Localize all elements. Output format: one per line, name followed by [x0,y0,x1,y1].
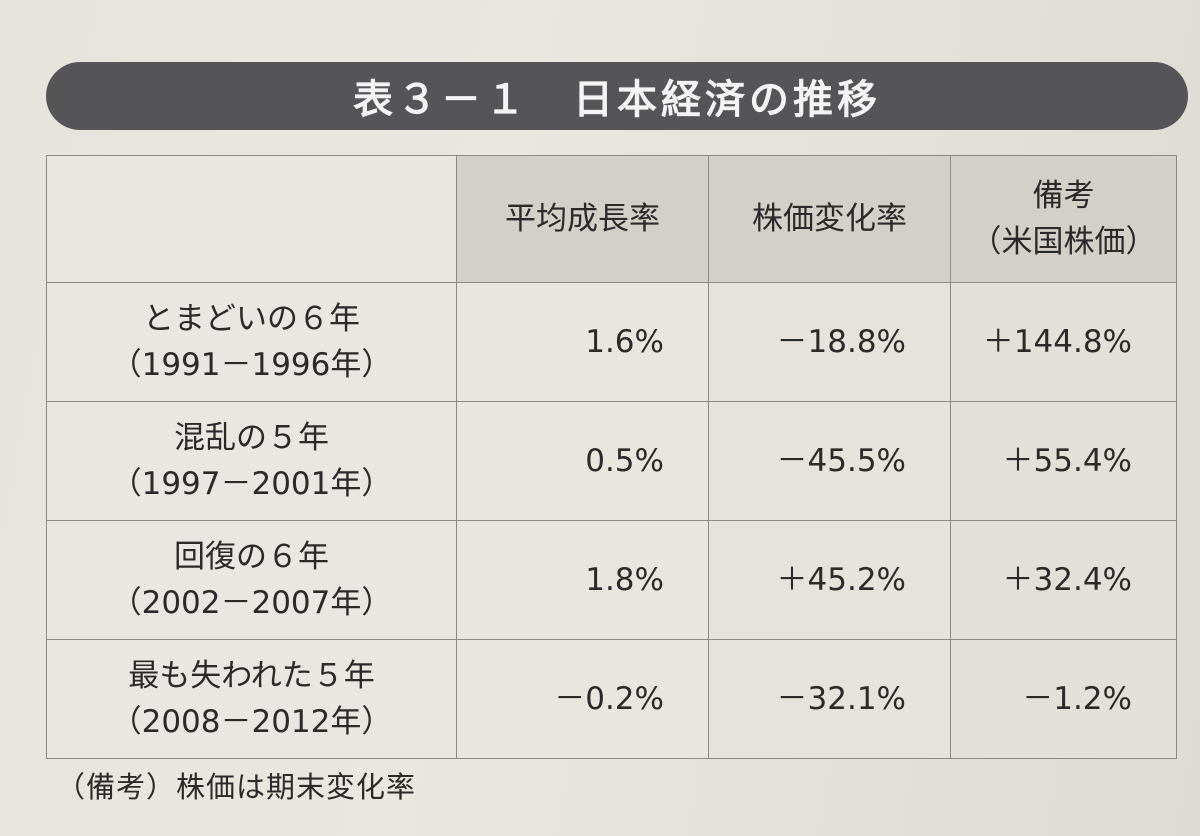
row-label: とまどいの６年 （1991－1996年） [46,282,457,402]
header-row: 平均成長率 株価変化率 備考 （米国株価） [46,155,1177,283]
header-cell-blank [46,155,457,283]
header-remarks: 備考 （米国株価） [950,155,1177,283]
stock-change-cell: －18.8% [708,282,951,402]
economy-table: 平均成長率 株価変化率 備考 （米国株価） とまどいの６年 （1991－1996… [46,155,1177,759]
growth-cell: 0.5% [456,401,709,521]
table-title: 表３－１ 日本経済の推移 [353,77,881,123]
header-stock-change: 株価変化率 [708,155,951,283]
us-stock-cell: ＋144.8% [950,282,1177,402]
row-label: 最も失われた５年 （2008－2012年） [46,639,457,759]
table-row: 回復の６年 （2002－2007年） 1.8% ＋45.2% ＋32.4% [46,520,1177,640]
table-row: 最も失われた５年 （2008－2012年） －0.2% －32.1% －1.2% [46,639,1177,759]
table-footnote: （備考）株価は期末変化率 [56,770,417,804]
stock-change-cell: －45.5% [708,401,951,521]
growth-cell: 1.6% [456,282,709,402]
table-row: とまどいの６年 （1991－1996年） 1.6% －18.8% ＋144.8% [46,282,1177,402]
growth-cell: －0.2% [456,639,709,759]
us-stock-cell: ＋55.4% [950,401,1177,521]
us-stock-cell: －1.2% [950,639,1177,759]
growth-cell: 1.8% [456,520,709,640]
header-avg-growth: 平均成長率 [456,155,709,283]
stock-change-cell: ＋45.2% [708,520,951,640]
table-row: 混乱の５年 （1997－2001年） 0.5% －45.5% ＋55.4% [46,401,1177,521]
stock-change-cell: －32.1% [708,639,951,759]
row-label: 混乱の５年 （1997－2001年） [46,401,457,521]
us-stock-cell: ＋32.4% [950,520,1177,640]
table-title-banner: 表３－１ 日本経済の推移 [46,62,1188,130]
row-label: 回復の６年 （2002－2007年） [46,520,457,640]
